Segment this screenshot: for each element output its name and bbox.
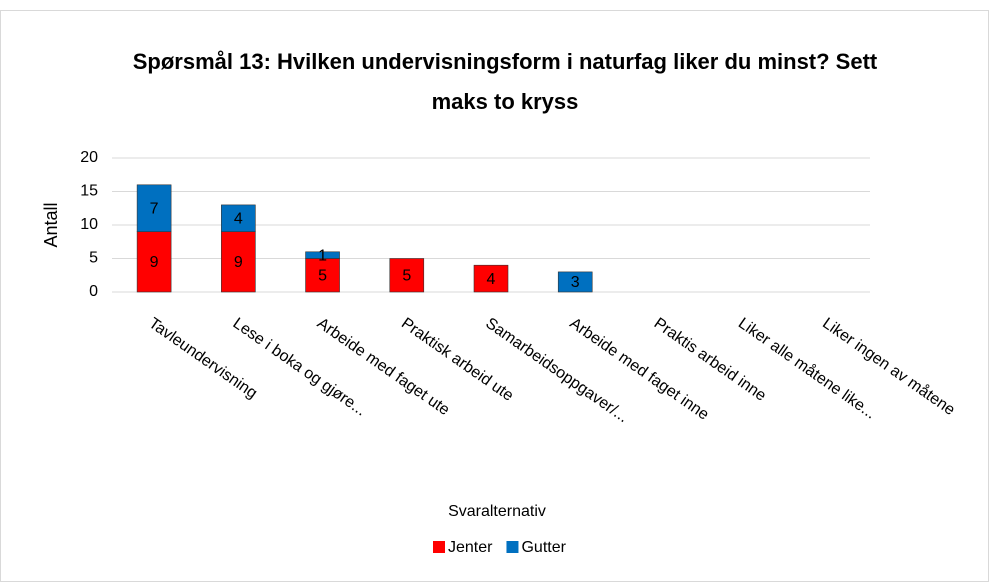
x-tick-label: Samarbeidsoppgaver/... xyxy=(482,315,631,426)
y-tick-label: 0 xyxy=(89,283,98,300)
bar-segment xyxy=(305,258,340,293)
bar-segment xyxy=(221,204,256,232)
bar-segment xyxy=(221,231,256,293)
legend-swatch xyxy=(433,541,445,553)
data-label: 9 xyxy=(150,254,159,271)
y-tick-label: 15 xyxy=(80,183,98,200)
chart-title: Spørsmål 13: Hvilken undervisningsform i… xyxy=(132,49,878,114)
y-tick-label: 5 xyxy=(89,250,98,267)
data-label: 5 xyxy=(402,267,411,284)
x-tick-label: Liker ingen av måtene xyxy=(819,314,958,419)
x-tick-label: Lese i boka og gjøre... xyxy=(230,315,369,420)
legend-swatch xyxy=(506,541,519,553)
bar-segment xyxy=(557,271,593,293)
legend-title: Svaralternativ xyxy=(448,503,546,520)
bar-segment xyxy=(389,258,425,293)
data-label: 7 xyxy=(150,200,159,217)
data-label: 4 xyxy=(234,211,243,228)
legend-label: Jenter xyxy=(448,539,493,556)
data-label: 1 xyxy=(318,247,327,264)
bar-segment xyxy=(136,231,172,293)
bar-segment xyxy=(136,184,172,233)
legend-label: Gutter xyxy=(521,539,566,556)
y-tick-label: 20 xyxy=(80,149,98,166)
y-axis-label: Antall xyxy=(41,202,61,247)
bar-segment xyxy=(473,264,509,293)
x-tick-label: Liker alle måtene like... xyxy=(735,314,879,423)
data-label: 5 xyxy=(318,267,327,284)
y-tick-label: 10 xyxy=(80,216,98,233)
bar-segment xyxy=(305,251,340,259)
data-label: 4 xyxy=(487,271,496,288)
chart-border xyxy=(0,10,989,582)
data-label: 3 xyxy=(571,274,580,291)
data-label: 9 xyxy=(234,254,243,271)
x-tick-label: Arbeide med faget inne xyxy=(566,315,711,424)
